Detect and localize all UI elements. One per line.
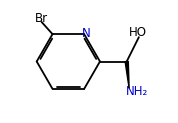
Text: N: N xyxy=(82,27,91,40)
Polygon shape xyxy=(125,61,129,88)
Text: Br: Br xyxy=(34,12,48,25)
Text: NH₂: NH₂ xyxy=(126,85,148,98)
Text: HO: HO xyxy=(129,26,147,39)
